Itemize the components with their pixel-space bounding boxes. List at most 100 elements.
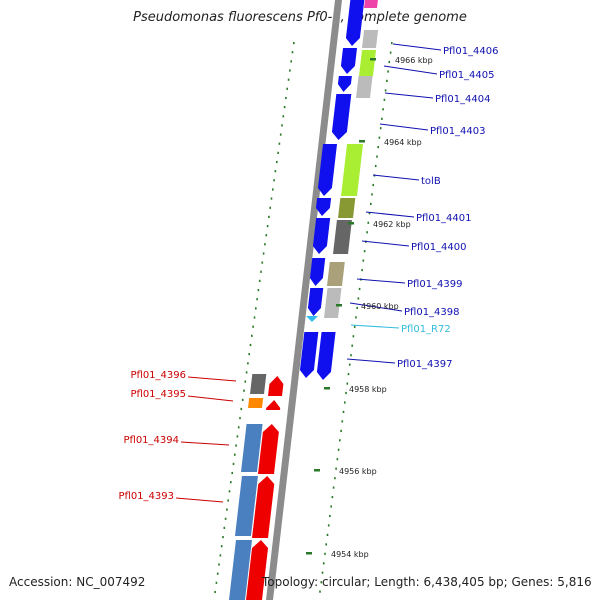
guide-dot xyxy=(291,51,294,54)
guide-dot xyxy=(382,108,384,111)
guide-dot xyxy=(232,462,235,465)
guide-dot xyxy=(247,362,249,365)
guide-dot xyxy=(337,448,340,451)
guide-dot xyxy=(341,420,344,423)
label-leader xyxy=(350,324,400,329)
guide-dot xyxy=(289,69,291,72)
gene-cog-block xyxy=(324,288,342,318)
tick-mark xyxy=(336,304,342,307)
gene-forward xyxy=(299,332,319,378)
guide-dot xyxy=(358,287,361,291)
guide-dot xyxy=(215,581,218,584)
guide-dot xyxy=(231,471,233,475)
guide-dot xyxy=(249,343,252,347)
guide-dot xyxy=(347,373,350,376)
guide-dot xyxy=(276,160,278,164)
guide-dot xyxy=(379,127,382,130)
guide-dot xyxy=(339,439,341,442)
label-leader xyxy=(180,441,230,446)
guide-dot xyxy=(261,261,264,264)
tick-label: 4962 kbp xyxy=(373,220,411,229)
guide-dot xyxy=(240,407,243,411)
guide-dot xyxy=(273,179,275,182)
label-leader xyxy=(187,395,234,402)
label-leader xyxy=(392,43,442,51)
guide-dot xyxy=(386,79,388,82)
guide-dot xyxy=(322,562,325,565)
gene-label: Pfl01_4401 xyxy=(416,213,472,224)
gene-cog-block xyxy=(333,220,352,254)
guide-dot xyxy=(367,221,370,224)
guide-dot xyxy=(239,417,241,420)
guide-dot xyxy=(243,389,245,392)
guide-dot xyxy=(325,543,327,546)
tick-mark xyxy=(370,58,376,61)
gene-forward xyxy=(317,144,338,196)
guide-dot xyxy=(370,202,372,205)
guide-dot xyxy=(331,496,334,499)
guide-dot xyxy=(327,524,330,527)
guide-dot xyxy=(245,371,248,374)
guide-dot xyxy=(332,486,335,489)
tick-mark xyxy=(306,552,312,555)
gene-forward xyxy=(316,332,336,380)
guide-dot xyxy=(277,151,279,154)
label-leader xyxy=(384,92,434,99)
guide-dot xyxy=(281,124,283,127)
guide-dot xyxy=(383,98,386,101)
gene-reverse xyxy=(246,540,269,600)
guide-dot xyxy=(256,298,258,301)
guide-dot xyxy=(278,142,281,145)
guide-dot xyxy=(218,563,220,566)
guide-dot xyxy=(293,42,295,45)
gene-cog-block xyxy=(356,76,373,98)
guide-dot xyxy=(216,572,219,575)
guide-dot xyxy=(352,335,355,338)
guide-dot xyxy=(389,51,392,54)
guide-dot xyxy=(260,270,262,273)
guide-dot xyxy=(350,354,352,357)
guide-dot xyxy=(319,590,321,593)
guide-dot xyxy=(357,297,360,300)
guide-dot xyxy=(236,435,239,438)
guide-dot xyxy=(265,234,268,237)
gene-cog-block xyxy=(241,424,263,472)
genome-summary-label: Topology: circular; Length: 6,438,405 bp… xyxy=(262,575,592,589)
guide-dot xyxy=(241,398,244,401)
guide-dot xyxy=(286,87,288,90)
guide-dot xyxy=(223,526,226,529)
gene-cog-block xyxy=(338,198,356,218)
label-leader xyxy=(349,302,403,312)
guide-dot xyxy=(391,42,393,45)
tick-mark xyxy=(359,140,365,143)
guide-dot xyxy=(262,252,265,255)
guide-dot xyxy=(366,231,368,234)
guide-dot xyxy=(326,533,329,536)
guide-dot xyxy=(257,289,260,292)
guide-dot xyxy=(264,243,266,246)
tick-label: 4958 kbp xyxy=(349,385,387,394)
guide-dot xyxy=(285,96,287,100)
label-leader xyxy=(175,497,224,503)
accession-label: Accession: NC_007492 xyxy=(9,575,146,589)
tick-label: 4960 kbp xyxy=(361,302,399,311)
tick-label: 4964 kbp xyxy=(384,138,422,147)
guide-dot xyxy=(222,536,224,539)
gene-label: Pfl01_4398 xyxy=(404,307,460,318)
gene-forward xyxy=(312,218,331,254)
gene-forward xyxy=(345,0,365,46)
gene-reverse xyxy=(266,400,281,410)
gene-label: Pfl01_4406 xyxy=(443,46,499,57)
guide-dot xyxy=(321,571,324,574)
gene-label: tolB xyxy=(421,176,441,187)
guide-dot xyxy=(252,325,254,328)
guide-dot xyxy=(346,382,349,385)
gene-label: Pfl01_4395 xyxy=(130,389,186,400)
map-title: Pseudomonas fluorescens Pf0-1, complete … xyxy=(133,10,467,25)
guide-dot xyxy=(248,353,250,356)
guide-dot xyxy=(356,306,358,309)
guide-dot xyxy=(282,115,285,118)
gene-label: Pfl01_4399 xyxy=(407,279,463,290)
guide-dot xyxy=(353,325,356,328)
guide-dot xyxy=(362,259,365,262)
